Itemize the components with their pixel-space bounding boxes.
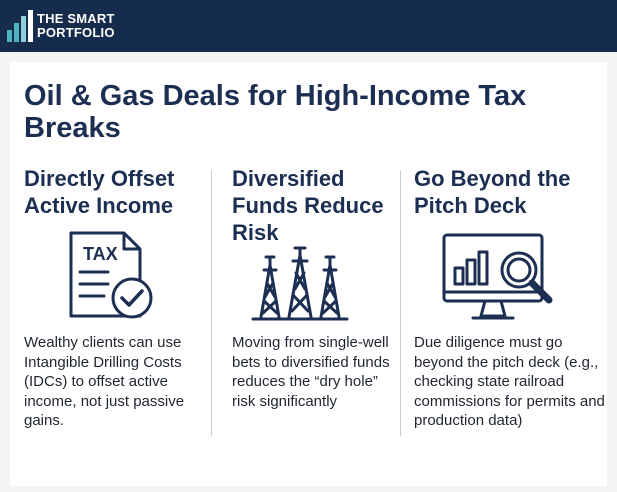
- tax-label: TAX: [83, 244, 118, 264]
- page-title: Oil & Gas Deals for High-Income Tax Brea…: [24, 80, 527, 144]
- column-3-text: Due diligence must go beyond the pitch d…: [414, 334, 605, 429]
- logo-icon: [7, 10, 33, 42]
- oil-derricks-icon: [251, 246, 349, 321]
- column-1-title: Directly Offset Active Income: [24, 166, 175, 218]
- tax-document-check-icon: TAX: [69, 231, 153, 319]
- brand-name: THE SMART PORTFOLIO: [37, 12, 115, 40]
- column-divider: [211, 170, 212, 436]
- column-2-title: Diversified Funds Reduce Risk: [232, 166, 384, 245]
- header-bar: THE SMART PORTFOLIO: [0, 0, 617, 52]
- column-divider: [400, 170, 401, 436]
- monitor-chart-magnifier-icon: [442, 233, 553, 320]
- brand-line-2: PORTFOLIO: [37, 25, 115, 40]
- column-2-text: Moving from single-well bets to diversif…: [232, 334, 390, 410]
- column-1-text: Wealthy clients can use Intangible Drill…: [24, 334, 185, 429]
- column-3-title: Go Beyond the Pitch Deck: [414, 166, 571, 218]
- brand-line-1: THE SMART: [37, 11, 115, 26]
